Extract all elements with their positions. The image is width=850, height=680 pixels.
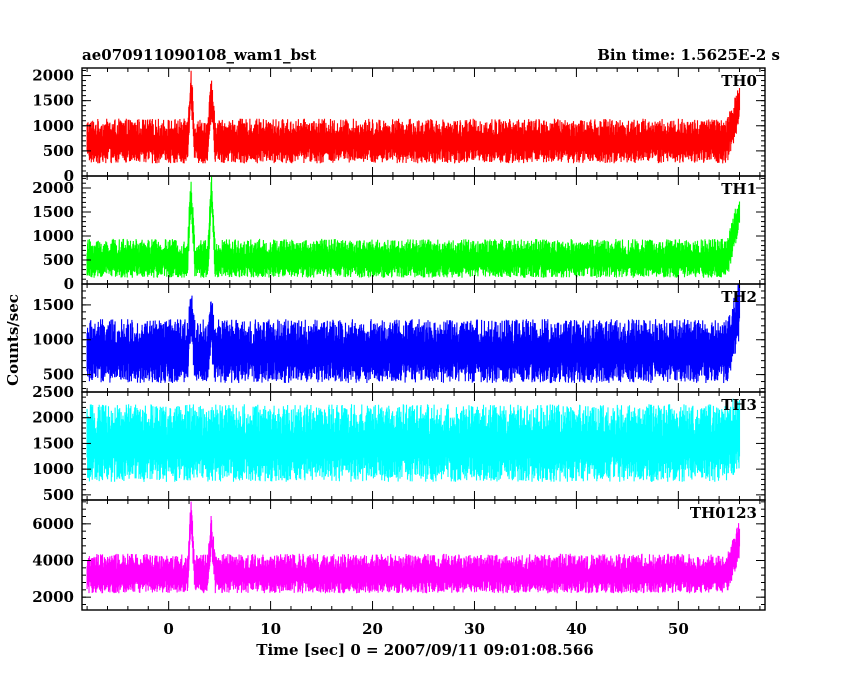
y-tick-label: 2000: [32, 67, 74, 85]
series-line-th3: [86, 398, 741, 482]
y-tick-label: 1500: [32, 434, 74, 452]
series-line-th0123: [86, 501, 741, 594]
series-line-th1: [86, 176, 741, 278]
panel-label-th1: TH1: [721, 180, 757, 198]
x-tick-label: 30: [464, 620, 485, 638]
panel-label-th2: TH2: [721, 288, 757, 306]
y-tick-label: 0: [64, 275, 74, 293]
x-tick-label: 10: [260, 620, 281, 638]
y-tick-label: 4000: [32, 552, 74, 570]
x-tick-label: 50: [668, 620, 689, 638]
y-tick-label: 2000: [32, 179, 74, 197]
y-tick-label: 1500: [32, 92, 74, 110]
y-tick-label: 1500: [32, 296, 74, 314]
panel-label-th0123: TH0123: [690, 504, 757, 522]
x-tick-label: 20: [362, 620, 383, 638]
y-tick-label: 1500: [32, 203, 74, 221]
y-tick-label: 500: [43, 251, 74, 269]
y-tick-label: 500: [43, 486, 74, 504]
y-axis-label: Counts/sec: [4, 294, 22, 386]
y-tick-label: 2000: [32, 588, 74, 606]
y-tick-label: 500: [43, 142, 74, 160]
y-tick-label: 1000: [32, 331, 74, 349]
y-tick-label: 2500: [32, 383, 74, 401]
x-axis-label: Time [sec] 0 = 2007/09/11 09:01:08.566: [256, 641, 593, 659]
panel-label-th0: TH0: [721, 72, 757, 90]
y-tick-label: 1000: [32, 117, 74, 135]
x-tick-label: 0: [163, 620, 173, 638]
series-line-th2: [86, 284, 741, 384]
y-tick-label: 0: [64, 167, 74, 185]
panel-label-th3: TH3: [721, 396, 757, 414]
y-tick-label: 500: [43, 366, 74, 384]
y-tick-label: 2000: [32, 409, 74, 427]
y-tick-label: 6000: [32, 515, 74, 533]
panel-frame-th0123: [81, 499, 766, 611]
series-line-th0: [86, 70, 741, 164]
y-tick-label: 1000: [32, 460, 74, 478]
chart-title-left: ae070911090108_wam1_bst: [82, 46, 316, 64]
y-tick-label: 1000: [32, 227, 74, 245]
chart-title-right: Bin time: 1.5625E-2 s: [597, 46, 780, 64]
x-tick-label: 40: [566, 620, 587, 638]
